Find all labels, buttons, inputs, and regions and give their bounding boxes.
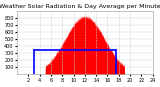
Title: Milwaukee Weather Solar Radiation & Day Average per Minute W/m2 (Today): Milwaukee Weather Solar Radiation & Day …	[0, 4, 160, 9]
